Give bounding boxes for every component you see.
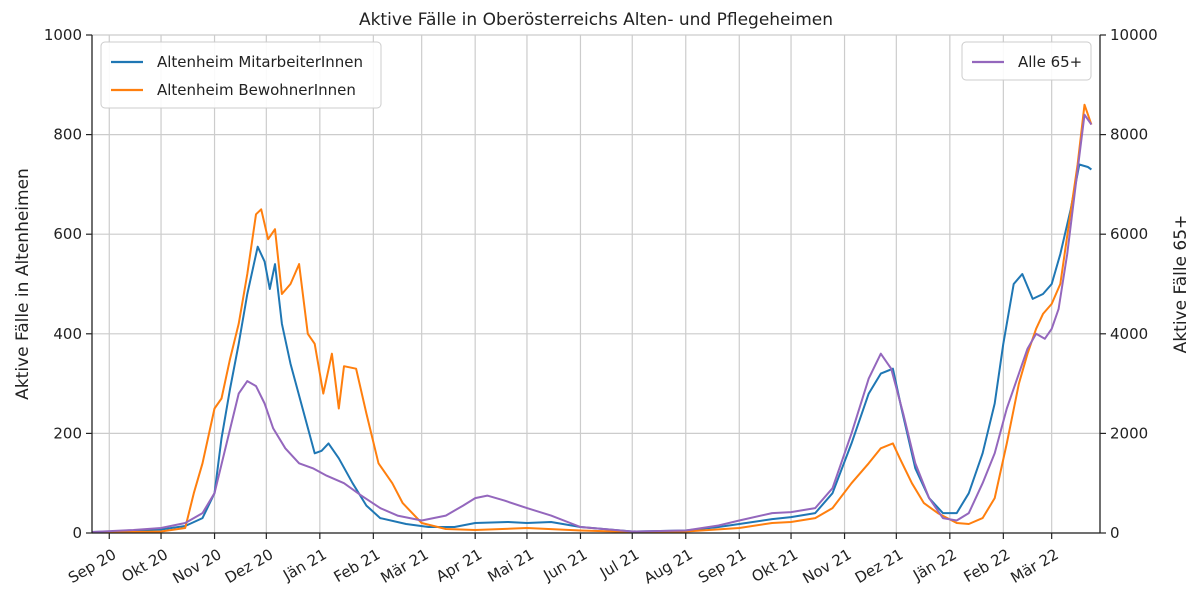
y-tick-label: 600 bbox=[53, 225, 82, 243]
y2-tick-label: 6000 bbox=[1110, 225, 1148, 243]
x-tick-label: Jul 21 bbox=[596, 545, 642, 582]
y2-tick-label: 2000 bbox=[1110, 424, 1148, 442]
x-tick-label: Dez 21 bbox=[852, 545, 906, 587]
x-tick-label: Nov 20 bbox=[170, 545, 225, 587]
x-tick-label: Mär 22 bbox=[1008, 545, 1062, 587]
series-lines bbox=[91, 103, 1093, 534]
x-tick-label: Aug 21 bbox=[641, 545, 696, 587]
x-tick-label: Sep 20 bbox=[65, 545, 119, 587]
x-tick-label: Sep 21 bbox=[695, 545, 749, 587]
y-tick-label: 1000 bbox=[44, 26, 82, 44]
y-tick-label: 800 bbox=[53, 126, 82, 144]
x-tick-label: Mär 21 bbox=[378, 545, 432, 587]
x-tick-label: Jän 21 bbox=[279, 545, 330, 585]
x-tick-label: Jun 21 bbox=[540, 545, 591, 585]
legend-label: Alle 65+ bbox=[1018, 53, 1082, 71]
x-tick-label: Nov 21 bbox=[800, 545, 855, 587]
x-tick-label: Dez 20 bbox=[222, 545, 276, 587]
series-line-altenheim-mitarbeiterinnen bbox=[91, 163, 1092, 533]
series-line-altenheim-bewohnerinnen bbox=[91, 103, 1093, 534]
x-tick-label: Apr 21 bbox=[433, 545, 485, 585]
series-line-alle-65 bbox=[91, 113, 1093, 533]
y-tick-label: 400 bbox=[53, 325, 82, 343]
grid bbox=[92, 34, 1100, 534]
x-tick-label: Feb 22 bbox=[961, 545, 1014, 586]
chart-title: Aktive Fälle in Oberösterreichs Alten- u… bbox=[359, 10, 833, 30]
y2-tick-label: 8000 bbox=[1110, 126, 1148, 144]
y-tick-label: 0 bbox=[72, 524, 82, 542]
y2-tick-label: 0 bbox=[1110, 524, 1120, 542]
legend-right: Alle 65+ bbox=[961, 41, 1092, 81]
legend-left: Altenheim MitarbeiterInnen Altenheim Bewo… bbox=[100, 41, 382, 109]
legend-label: Altenheim MitarbeiterInnen bbox=[157, 53, 363, 71]
x-tick-label: Okt 21 bbox=[749, 545, 802, 586]
y2-tick-label: 4000 bbox=[1110, 325, 1148, 343]
y2-tick-label: 10000 bbox=[1110, 26, 1158, 44]
y2-axis-title: Aktive Fälle 65+ bbox=[1171, 215, 1191, 354]
x-tick-label: Feb 21 bbox=[331, 545, 384, 586]
x-tick-label: Okt 20 bbox=[119, 545, 172, 586]
legend-box bbox=[100, 41, 382, 109]
x-tick-label: Jän 22 bbox=[909, 545, 960, 585]
legend-box bbox=[961, 41, 1092, 81]
y-tick-label: 200 bbox=[53, 424, 82, 442]
y-axis-title: Aktive Fälle in Altenheimen bbox=[13, 168, 33, 400]
legend-label: Altenheim BewohnerInnen bbox=[157, 81, 356, 99]
x-tick-label: Mai 21 bbox=[485, 545, 537, 586]
